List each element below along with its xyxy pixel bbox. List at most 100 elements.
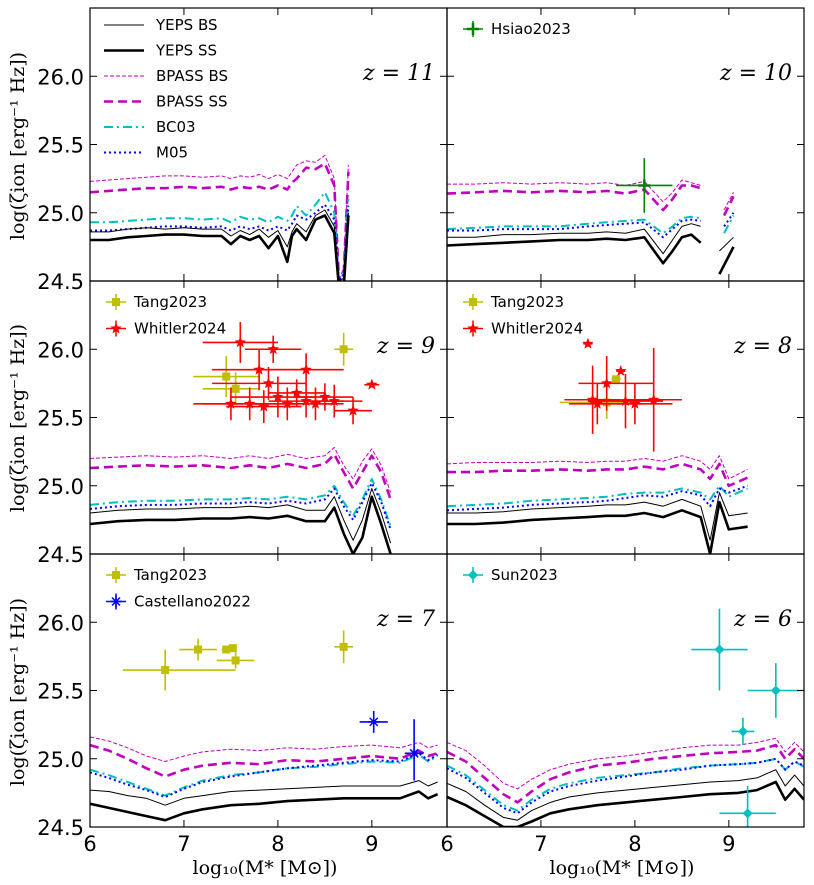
series-line-yeps-ss <box>90 790 439 822</box>
series-line-bpass-ss <box>447 743 804 804</box>
legend: Tang2023 Castellano2022 <box>106 566 251 611</box>
legend-key-marker <box>110 322 122 334</box>
legend-key-marker <box>467 23 479 35</box>
data-point-marker <box>272 391 284 402</box>
series-line-bpass-ss <box>90 743 438 778</box>
data-point-marker <box>328 395 340 406</box>
y-tick-label: 25.0 <box>37 202 84 226</box>
data-point-marker <box>231 656 240 665</box>
x-tick-label: 8 <box>271 832 284 856</box>
data-point-marker <box>638 179 651 192</box>
series-line-yeps-bs <box>447 223 701 255</box>
data-point-marker <box>612 375 621 384</box>
redshift-label: z = 8 <box>733 334 792 359</box>
y-tick-label: 25.5 <box>37 134 84 158</box>
data-point-marker <box>582 337 594 349</box>
legend-key-marker <box>468 570 478 580</box>
data-point-marker <box>262 377 275 389</box>
legend: Tang2023 Whitler2024 <box>106 293 226 338</box>
series-line-bpass-ss <box>447 184 702 212</box>
y-tick-label: 24.5 <box>37 270 84 294</box>
y-tick-label: 25.5 <box>37 407 84 431</box>
x-tick-label: 7 <box>534 832 547 856</box>
data-point-marker <box>742 808 753 819</box>
series-line-m05 <box>90 752 439 798</box>
redshift-label: z = 11 <box>362 61 435 86</box>
x-axis-label: log₁₀(M* [M⊙]) <box>550 857 695 879</box>
data-point-marker <box>161 666 170 675</box>
series-line-bpass-ss <box>90 162 350 281</box>
series-line-yeps-ss <box>447 780 804 827</box>
series-line-bpass-bs <box>90 447 392 493</box>
series-line-m05 <box>447 757 804 815</box>
data-point-marker <box>770 685 781 696</box>
legend-label: BC03 <box>156 118 196 136</box>
series-line-yeps-ss <box>447 233 702 265</box>
legend-label: M05 <box>156 144 188 162</box>
data-point-marker <box>586 393 599 405</box>
x-axis-label: log₁₀(M* [M⊙]) <box>193 857 338 879</box>
series-line-bpass-ss <box>722 195 735 217</box>
observation-points <box>559 337 682 452</box>
y-tick-label: 25.0 <box>37 475 84 499</box>
legend: Tang2023 Whitler2024 <box>463 293 583 338</box>
model-lines <box>447 179 735 275</box>
model-lines <box>90 736 439 822</box>
data-point-marker <box>347 404 359 416</box>
legend: Sun2023 <box>463 566 558 584</box>
redshift-label: z = 6 <box>733 607 792 632</box>
series-line-yeps-bs <box>90 209 349 281</box>
series-line-bc03 <box>723 215 735 234</box>
legend-label: BPASS SS <box>156 93 228 111</box>
x-tick-label: 6 <box>440 832 453 856</box>
legend-label: Castellano2022 <box>134 593 251 611</box>
data-point-marker <box>601 377 613 389</box>
observation-points <box>122 630 424 781</box>
series-line-bc03 <box>447 215 701 235</box>
series-line-bpass-bs <box>447 737 804 790</box>
data-point-marker <box>244 397 256 409</box>
data-point-marker <box>291 386 303 398</box>
data-point-marker <box>339 642 348 651</box>
data-point-marker <box>648 393 660 405</box>
y-tick-label: 26.0 <box>37 611 84 635</box>
data-point-marker <box>222 645 231 654</box>
panel-frame <box>89 7 448 282</box>
series-line-bpass-bs <box>447 455 748 480</box>
data-point-marker <box>309 397 322 409</box>
data-point-marker <box>366 378 378 390</box>
model-lines <box>447 737 804 827</box>
legend-label: Tang2023 <box>133 566 207 584</box>
series-line-yeps-bs <box>447 492 748 541</box>
series-line-bc03 <box>90 191 350 281</box>
series-line-bpass-bs <box>723 192 734 211</box>
data-point-marker <box>222 372 231 381</box>
series-line-bpass-bs <box>90 154 349 281</box>
redshift-label: z = 9 <box>376 334 435 359</box>
legend-label: Whitler2024 <box>134 320 226 338</box>
data-point-marker <box>194 645 203 654</box>
x-tick-label: 9 <box>365 832 378 856</box>
redshift-label: z = 7 <box>376 607 435 632</box>
data-point-marker <box>737 726 748 737</box>
data-point-marker <box>228 644 237 653</box>
series-line-bpass-bs <box>447 179 701 203</box>
data-point-marker <box>367 715 380 728</box>
series-line-yeps-ss <box>718 246 735 275</box>
legend-label: Sun2023 <box>491 566 558 584</box>
panel-1: 24.5 25.0 25.5 26.0 z = 11 YEPS BS YEPS SS BPAS… <box>37 7 448 294</box>
panel-6: 6 7 8 9 z = 6 Sun2023 <box>440 553 805 856</box>
data-point-marker <box>408 747 421 760</box>
redshift-label: z = 10 <box>719 61 792 86</box>
series-line-yeps-ss <box>90 495 392 554</box>
legend-label: Hsiao2023 <box>491 20 571 38</box>
legend: Hsiao2023 <box>463 20 571 38</box>
legend-label: BPASS BS <box>156 67 228 85</box>
model-lines <box>90 154 350 281</box>
legend-key-marker <box>467 322 479 334</box>
panel-5: 6 7 8 9 24.5 25.0 25.5 26.0 z = 7 Tang2023 Castell… <box>37 553 448 856</box>
y-tick-label: 26.0 <box>37 338 84 362</box>
legend-label: Tang2023 <box>133 293 207 311</box>
series-line-yeps-bs <box>447 769 804 821</box>
